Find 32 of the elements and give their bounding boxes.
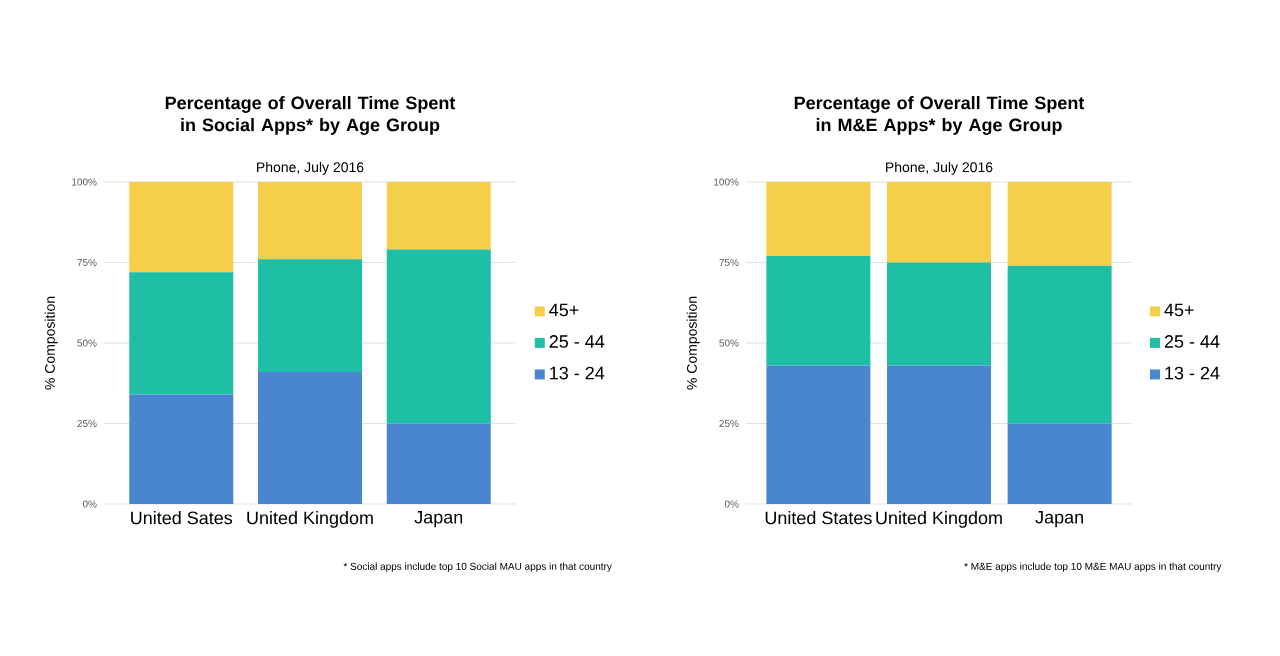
bar	[1007, 423, 1112, 504]
x-tick-label: United Sates	[131, 511, 233, 525]
chart-title: Percentage of Overall Time Spent in Social Apps* by Age Group	[165, 96, 456, 135]
bar	[386, 181, 491, 250]
bar	[887, 181, 991, 263]
x-tick-label: United States	[765, 511, 872, 525]
bar	[1007, 265, 1112, 424]
x-tick-label: United Kingdom	[876, 511, 1002, 528]
bar	[766, 365, 871, 504]
bar	[258, 259, 363, 372]
legend-label: 25 - 44	[549, 335, 605, 348]
bar	[129, 394, 234, 504]
chart-title: Percentage of Overall Time Spent in M&E Apps* by Age Group	[794, 96, 1085, 135]
legend-label: 45+	[549, 303, 579, 317]
legend-label: 13 - 24	[1165, 366, 1220, 380]
x-tick-label: Japan	[414, 511, 463, 528]
bar	[386, 249, 491, 424]
x-tick-label: United Kingdom	[247, 511, 373, 528]
legend-label: 45+	[1164, 303, 1194, 317]
bar	[258, 181, 363, 260]
legend-label: 13 - 24	[550, 366, 605, 380]
bar	[129, 272, 234, 395]
x-tick-label: Japan	[1035, 511, 1083, 528]
bar	[887, 262, 991, 366]
bar	[766, 256, 871, 366]
bar	[1007, 181, 1112, 266]
bar	[129, 181, 234, 273]
bar	[887, 365, 991, 504]
bar	[386, 423, 491, 504]
bar	[258, 371, 363, 504]
legend-label: 25 - 44	[1164, 335, 1220, 348]
bar	[766, 181, 871, 257]
